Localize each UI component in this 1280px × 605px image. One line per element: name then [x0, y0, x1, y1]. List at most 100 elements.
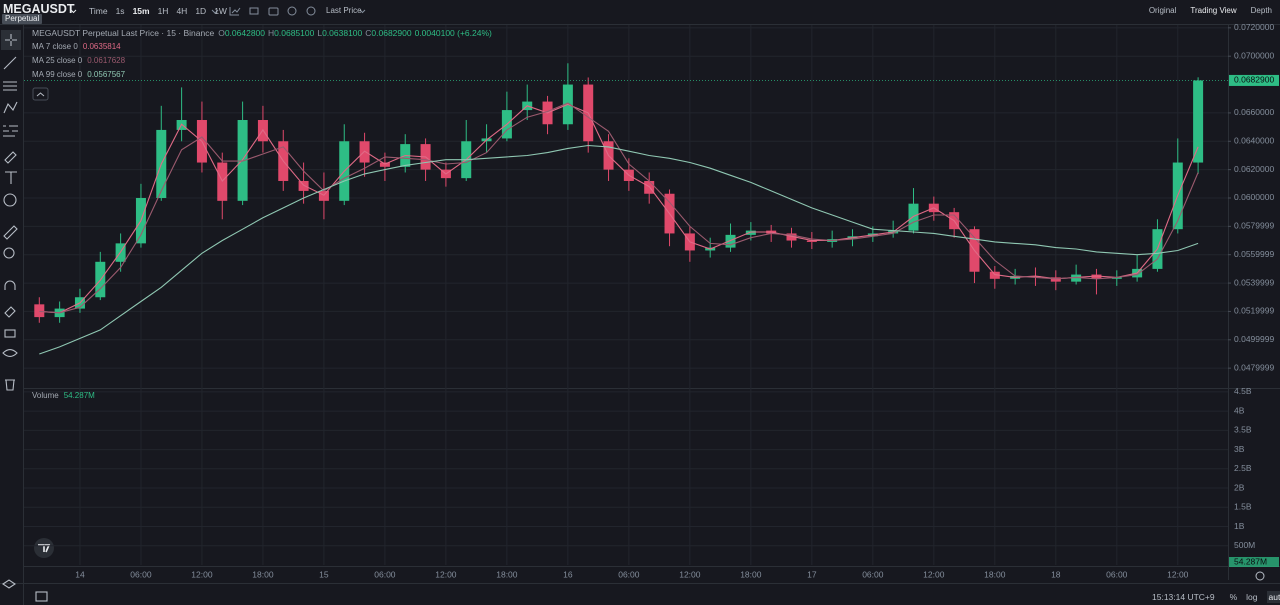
- tool-brush[interactable]: [4, 151, 17, 164]
- interval[interactable]: 1D: [195, 6, 207, 16]
- ma-name: MA 99 close 0: [32, 70, 83, 79]
- symbol-dropdown[interactable]: [70, 9, 77, 14]
- x-tick-label: 06:00: [618, 569, 640, 579]
- interval[interactable]: Time: [89, 6, 108, 16]
- plot-area: 14 06:00 12:00 18:00 15 06:00 12:00 18:00 16 06:0…: [24, 22, 1279, 579]
- x-tick-label: 06:00: [130, 569, 152, 579]
- tool-fib[interactable]: [3, 125, 18, 137]
- tool-lock-draw[interactable]: [4, 306, 16, 318]
- tool-text[interactable]: [5, 171, 17, 184]
- axis-settings[interactable]: [1255, 571, 1265, 581]
- last-price-badge: [1229, 74, 1279, 86]
- scale-option[interactable]: %: [1229, 592, 1238, 602]
- candle-body: [745, 230, 756, 235]
- ma-value: 0.0635814: [82, 42, 121, 51]
- y-tick-label: 3.5B: [1234, 425, 1252, 435]
- y-tick-label: 0.0720000: [1234, 22, 1274, 32]
- tool-pattern[interactable]: [3, 101, 18, 114]
- tool-emoji[interactable]: [3, 193, 17, 207]
- y-tick-label: 0.0519999: [1234, 306, 1274, 316]
- interval-dropdown[interactable]: [211, 9, 219, 14]
- view-tab[interactable]: Original: [1148, 6, 1177, 15]
- tool-lines[interactable]: [3, 81, 17, 91]
- date-range-icon[interactable]: [35, 591, 48, 602]
- y-tick-label: 0.0559999: [1234, 249, 1274, 259]
- interval-list: Time 1s 15m 1H 4H 1D 1W: [89, 6, 227, 16]
- y-tick-label: 4B: [1234, 405, 1245, 415]
- ohlc-value: 0.0685100: [274, 28, 315, 38]
- view-tab[interactable]: Trading View: [1190, 6, 1237, 15]
- candle-body: [1050, 277, 1061, 282]
- contract-badge: Perpetual: [2, 14, 43, 24]
- ohlc-value: 0.0682900: [371, 28, 412, 38]
- tool-visibility[interactable]: [2, 348, 18, 358]
- candle-body: [806, 240, 817, 242]
- chart-title: MEGAUSDT Perpetual Last Price · 15 · Bin…: [32, 28, 215, 38]
- ma-legend: MA 7 close 0 0.0635814: [32, 42, 121, 51]
- interval[interactable]: 15m: [132, 6, 150, 16]
- ohlc-key: C: [365, 28, 372, 38]
- volume-value: 54.287M: [63, 391, 95, 400]
- replay-icon[interactable]: [306, 6, 316, 16]
- ma-legend: MA 25 close 0 0.0617628: [32, 56, 125, 65]
- chart-legend: MEGAUSDT Perpetual Last Price · 15 · Bin…: [32, 28, 495, 38]
- y-tick-label: 0.0660000: [1234, 107, 1274, 117]
- candle-body: [1091, 274, 1102, 279]
- tool-crosshair[interactable]: [5, 34, 17, 46]
- tool-trendline[interactable]: [3, 56, 17, 70]
- clock: 15:13:14 UTC+9: [1152, 592, 1215, 602]
- tool-layers[interactable]: [2, 579, 16, 589]
- volume-badge-label: 54.287M: [1234, 556, 1267, 566]
- view-tab[interactable]: Depth: [1250, 6, 1272, 15]
- screenshot-icon[interactable]: [268, 7, 279, 16]
- y-tick-label: 0.0539999: [1234, 277, 1274, 287]
- x-tick-label: 18: [1051, 569, 1061, 579]
- ma-line: [39, 103, 1199, 314]
- scale-option[interactable]: log: [1246, 592, 1258, 602]
- price-dropdown[interactable]: [359, 9, 366, 14]
- tool-lock[interactable]: [4, 329, 16, 338]
- price-type[interactable]: Last Price: [326, 6, 362, 15]
- legend-collapse[interactable]: [32, 87, 49, 101]
- add-icon[interactable]: [287, 6, 297, 16]
- ohlc-key: H: [268, 28, 275, 38]
- ma-name: MA 25 close 0: [32, 56, 83, 65]
- y-tick-label: 2.5B: [1234, 463, 1252, 473]
- top-bar: MEGAUSDT Perpetual Time 1s 15m 1H 4H 1D 1W Las…: [0, 0, 1280, 24]
- x-tick-label: 12:00: [191, 569, 213, 579]
- tool-zoom[interactable]: [3, 247, 15, 259]
- x-tick-label: 18:00: [740, 569, 762, 579]
- status-bar: 15:13:14 UTC+9 % logauto: [1152, 591, 1280, 603]
- y-tick-label: 0.0600000: [1234, 192, 1274, 202]
- tool-ruler[interactable]: [3, 225, 18, 240]
- legend-collapse-icon: [36, 92, 45, 97]
- y-tick-label: 1.5B: [1234, 502, 1252, 512]
- interval[interactable]: 4H: [176, 6, 188, 16]
- interval[interactable]: 1s: [115, 6, 125, 16]
- indicator-icon[interactable]: [229, 7, 241, 16]
- y-tick-label: 0.0620000: [1234, 164, 1274, 174]
- change: 0.0040100 (+6.24%): [414, 28, 492, 38]
- ohlc-key: L: [317, 28, 323, 38]
- x-tick-label: 17: [807, 569, 817, 579]
- candle-body: [1193, 80, 1204, 163]
- ma-value: 0.0617628: [87, 56, 126, 65]
- last-price-label: 0.0682900: [1234, 75, 1274, 85]
- ohlc-value: 0.0638100: [322, 28, 363, 38]
- x-tick-label: 16: [563, 569, 573, 579]
- interval[interactable]: 1W: [214, 6, 227, 16]
- interval[interactable]: 1H: [157, 6, 169, 16]
- candle-body: [379, 162, 390, 167]
- view-list: Original Trading View Depth: [1149, 6, 1272, 15]
- y-tick-label: 3B: [1234, 444, 1245, 454]
- candle-body: [1071, 274, 1082, 282]
- y-tick-label: 500M: [1234, 540, 1255, 550]
- x-tick-label: 12:00: [1167, 569, 1189, 579]
- tool-magnet[interactable]: [4, 280, 16, 290]
- layout-icon[interactable]: [249, 7, 259, 15]
- tool-delete[interactable]: [5, 379, 15, 391]
- scale-option[interactable]: auto: [1266, 591, 1280, 603]
- symbol[interactable]: MEGAUSDT: [3, 2, 75, 16]
- x-tick-label: 18:00: [496, 569, 518, 579]
